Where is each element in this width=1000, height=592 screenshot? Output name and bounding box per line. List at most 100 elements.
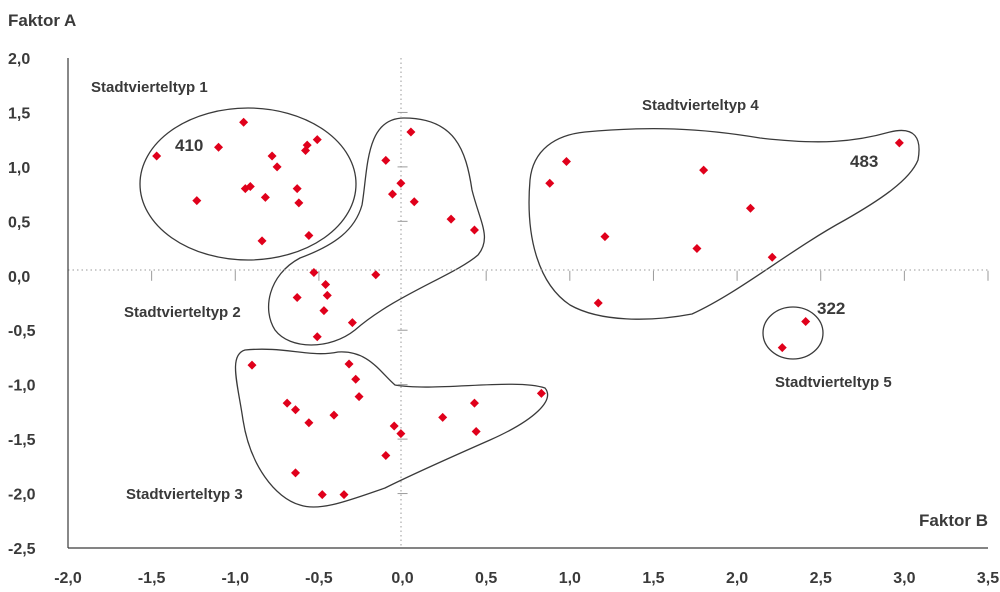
data-point xyxy=(302,140,312,150)
data-point xyxy=(292,184,302,194)
data-point xyxy=(561,156,571,166)
data-point xyxy=(304,230,314,240)
y-tick-labels: 2,0 1,5 1,0 0,5 0,0 -0,5 -1,0 -1,5 -2,0 -2,5 xyxy=(8,51,36,558)
data-points xyxy=(152,117,904,500)
data-point xyxy=(272,162,282,172)
group-label-2: Stadtvierteltyp 2 xyxy=(124,304,241,321)
data-point xyxy=(593,298,603,308)
data-point xyxy=(290,405,300,415)
data-point xyxy=(292,293,302,303)
data-point xyxy=(309,268,319,278)
x-tick-label: -1,5 xyxy=(138,570,166,587)
y-tick-label: 0,5 xyxy=(8,214,30,231)
x-tick-label: 2,5 xyxy=(810,570,832,587)
data-point xyxy=(545,178,555,188)
data-point xyxy=(381,450,391,460)
x-tick-label: 0,5 xyxy=(475,570,497,587)
data-point xyxy=(469,225,479,235)
group-label-3: Stadtvierteltyp 3 xyxy=(126,486,243,503)
y-tick-label: -2,5 xyxy=(8,541,36,558)
data-point xyxy=(396,178,406,188)
data-point xyxy=(214,142,224,152)
data-point xyxy=(329,410,339,420)
annotation-410: 410 xyxy=(175,136,203,155)
cluster-outline-3 xyxy=(234,348,549,508)
data-point xyxy=(777,343,787,353)
x-tick-label: -2,0 xyxy=(54,570,82,587)
data-point xyxy=(354,392,364,402)
x-tick-label: -0,5 xyxy=(305,570,333,587)
data-point xyxy=(322,290,332,300)
y-tick-label: 0,0 xyxy=(8,269,30,286)
group-label-4: Stadtvierteltyp 4 xyxy=(642,97,759,114)
cluster-outline-5 xyxy=(762,306,824,360)
data-point xyxy=(767,252,777,262)
data-point xyxy=(347,318,357,328)
data-point xyxy=(260,192,270,202)
data-point xyxy=(267,151,277,161)
group-label-5: Stadtvierteltyp 5 xyxy=(775,374,892,391)
data-point xyxy=(389,421,399,431)
data-point xyxy=(317,490,327,500)
data-point xyxy=(312,332,322,342)
data-point xyxy=(692,244,702,254)
data-point xyxy=(381,155,391,165)
data-point xyxy=(371,270,381,280)
y-tick-label: 1,5 xyxy=(8,105,30,122)
annotation-322: 322 xyxy=(817,299,845,318)
group-label-1: Stadtvierteltyp 1 xyxy=(91,79,208,96)
data-point xyxy=(247,360,257,370)
data-point xyxy=(471,426,481,436)
x-axis-title: Faktor B xyxy=(919,511,988,530)
data-point xyxy=(290,468,300,478)
data-point xyxy=(388,189,398,199)
data-point xyxy=(245,181,255,191)
data-point xyxy=(801,317,811,327)
y-tick-label: -1,0 xyxy=(8,378,36,395)
x-tick-label: 3,0 xyxy=(893,570,915,587)
zero-axis-ticks xyxy=(67,111,989,495)
data-point xyxy=(192,196,202,206)
data-point xyxy=(396,429,406,439)
data-point xyxy=(446,214,456,224)
x-tick-label: 3,5 xyxy=(977,570,999,587)
data-point xyxy=(339,490,349,500)
data-point xyxy=(745,203,755,213)
data-point xyxy=(294,198,304,208)
cluster-outline-2 xyxy=(267,117,486,346)
cluster-outline-1 xyxy=(139,107,357,261)
x-tick-labels: -2,0 -1,5 -1,0 -0,5 0,0 0,5 1,0 1,5 2,0 2,5 3,0 3,5 xyxy=(54,570,999,587)
data-point xyxy=(239,117,249,127)
cluster-outline-4 xyxy=(528,127,920,320)
data-point xyxy=(699,165,709,175)
x-tick-label: 1,5 xyxy=(642,570,664,587)
y-axis-title: Faktor A xyxy=(8,11,76,30)
x-tick-label: 1,0 xyxy=(559,570,581,587)
data-point xyxy=(406,127,416,137)
data-point xyxy=(321,279,331,289)
cluster-outlines xyxy=(139,107,920,508)
x-tick-label: 2,0 xyxy=(726,570,748,587)
data-point xyxy=(469,398,479,408)
data-point xyxy=(319,306,329,316)
data-point xyxy=(536,388,546,398)
y-tick-label: 1,0 xyxy=(8,160,30,177)
data-point xyxy=(409,197,419,207)
data-point xyxy=(152,151,162,161)
x-tick-label: 0,0 xyxy=(391,570,413,587)
y-tick-label: -0,5 xyxy=(8,323,36,340)
data-point xyxy=(438,412,448,422)
y-tick-label: -1,5 xyxy=(8,432,36,449)
data-point xyxy=(282,398,292,408)
data-point xyxy=(304,418,314,428)
data-point xyxy=(600,232,610,242)
y-tick-label: -2,0 xyxy=(8,487,36,504)
y-tick-label: 2,0 xyxy=(8,51,30,68)
data-point xyxy=(257,236,267,246)
data-point xyxy=(351,374,361,384)
x-tick-label: -1,0 xyxy=(221,570,249,587)
data-point xyxy=(344,359,354,369)
data-point xyxy=(312,135,322,145)
data-point xyxy=(894,138,904,148)
